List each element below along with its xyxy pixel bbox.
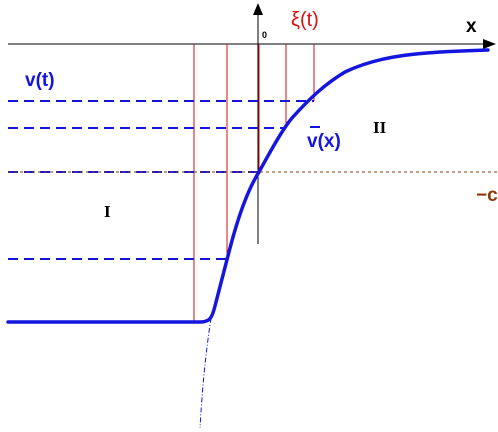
xi-t-label: ξ(t): [291, 9, 319, 31]
region-I-label: I: [104, 202, 111, 221]
wave-profile-curve: [6, 48, 490, 324]
origin-label: 0: [262, 30, 267, 40]
v-dashed-levels: [8, 100, 314, 260]
minus-c-label: −c: [476, 185, 498, 206]
x-axis-label: x: [466, 16, 477, 37]
vbar-x-label: v(x): [307, 131, 341, 152]
region-II-label: II: [373, 118, 387, 137]
v-t-label: v(t): [25, 70, 55, 91]
x-axis-arrow-icon: [483, 39, 496, 49]
curve-extension-dashdot: [199, 317, 212, 429]
xi-vertical-lines: [193, 44, 315, 323]
y-axis-arrow-icon: [253, 3, 263, 15]
axes: [8, 3, 496, 244]
